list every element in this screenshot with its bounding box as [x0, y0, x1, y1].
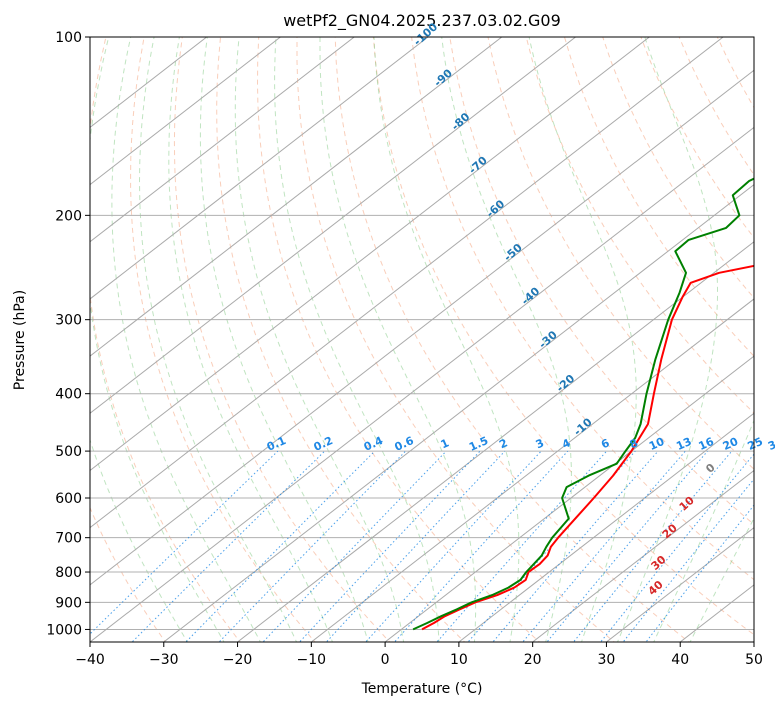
y-tick-label: 100	[55, 30, 82, 46]
y-tick-label: 200	[55, 208, 82, 224]
y-tick-label: 800	[55, 565, 82, 581]
y-tick-label: 500	[55, 444, 82, 460]
isotherm	[236, 241, 754, 642]
mixing-ratio-line	[262, 450, 447, 642]
dry-adiabat	[90, 37, 241, 642]
series-layer	[412, 177, 754, 631]
isotherm	[90, 37, 429, 300]
mixing-ratio-line	[572, 450, 733, 642]
mixing-ratio-label: 10	[647, 435, 667, 453]
isotherm	[384, 355, 754, 642]
y-tick-label: 300	[55, 313, 82, 329]
isotherm	[605, 527, 754, 642]
moist-adiabat	[528, 37, 637, 642]
grid-layer	[90, 37, 754, 642]
dry-adiabat	[216, 37, 466, 642]
isotherm	[162, 183, 754, 642]
x-axis-label: Temperature (°C)	[361, 681, 483, 697]
mixing-ratio-label: 20	[721, 435, 741, 453]
moist-adiabat	[373, 37, 520, 642]
x-tick-label: −20	[223, 652, 253, 668]
mixing-ratio-line	[622, 478, 754, 642]
isotherm	[90, 37, 356, 243]
dry-adiabat	[411, 37, 754, 581]
x-tick-label: −30	[149, 652, 179, 668]
isotherm	[90, 37, 503, 357]
mixing-ratio-line	[185, 450, 376, 642]
mixing-ratio-line	[645, 504, 754, 642]
mixing-ratio-line	[325, 450, 506, 642]
plot-frame	[89, 36, 755, 643]
y-tick-label: 600	[55, 491, 82, 507]
mixing-ratio-label: 30	[766, 435, 775, 453]
mixing-ratio-line	[90, 450, 279, 635]
mixing-ratio-line	[599, 453, 754, 642]
dry-adiabat	[487, 37, 754, 470]
mixing-ratio-line	[436, 450, 608, 642]
dewpoint-profile-line	[412, 177, 754, 631]
dry-adiabat	[372, 37, 754, 636]
mixing-ratio-label: 25	[746, 435, 765, 453]
moist-adiabat	[441, 37, 572, 642]
isotherm	[90, 37, 651, 472]
dry-adiabat	[449, 37, 754, 526]
mixing-ratio-line	[298, 450, 481, 642]
mixing-ratio-line	[393, 450, 569, 642]
y-tick-label: 700	[55, 531, 82, 547]
isotherm	[310, 298, 754, 642]
x-tick-label: 40	[671, 652, 689, 668]
mixing-ratio-line	[218, 450, 406, 642]
moist-adiabat	[274, 37, 440, 642]
x-tick-label: 20	[524, 652, 542, 668]
y-tick-label: 900	[55, 595, 82, 611]
y-axis-label: Pressure (hPa)	[12, 290, 28, 390]
isotherm	[90, 126, 754, 642]
x-tick-label: −10	[297, 652, 327, 668]
isotherm	[458, 412, 754, 642]
mixing-ratio-line	[365, 450, 542, 642]
temperature-profile-line	[421, 264, 754, 631]
x-axis: −40 −30 −20 −10 0 10 20 30 40 50	[75, 642, 763, 668]
x-tick-label: −40	[75, 652, 105, 668]
isotherm	[90, 37, 282, 186]
y-tick-label: 1000	[46, 622, 82, 638]
x-tick-label: 30	[598, 652, 616, 668]
isotherm	[90, 37, 577, 414]
x-tick-label: 0	[381, 652, 390, 668]
x-tick-label: 10	[450, 652, 468, 668]
mixing-ratio-line	[467, 450, 636, 642]
isotherm	[90, 69, 754, 586]
mixing-ratio-label: 16	[697, 435, 717, 453]
y-axis: 100 200 300 400 500 600 700 800 900 1000	[46, 30, 90, 638]
isotherm	[90, 37, 724, 529]
y-tick-label: 400	[55, 387, 82, 403]
isotherm	[531, 469, 754, 642]
moist-adiabat	[319, 37, 477, 642]
mixing-ratio-line	[492, 450, 659, 642]
chart-title: wetPf2_GN04.2025.237.03.02.G09	[283, 11, 561, 31]
mixing-ratio-label: 13	[674, 435, 693, 453]
x-tick-label: 50	[745, 652, 763, 668]
